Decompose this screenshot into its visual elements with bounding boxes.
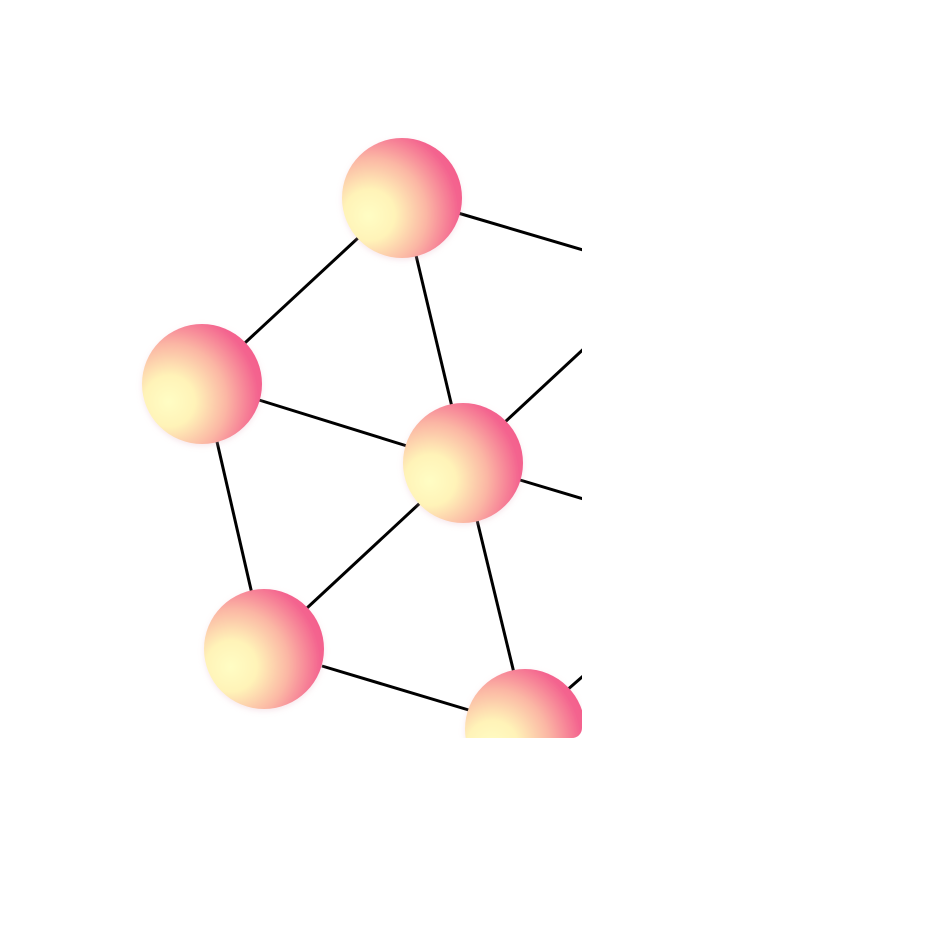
edge-top-left bbox=[231, 236, 360, 356]
node-bottom-left bbox=[204, 589, 324, 709]
nodes bbox=[142, 138, 582, 738]
edge-center-offscreen-upper bbox=[503, 341, 582, 424]
edge-top-offscreen bbox=[457, 211, 582, 254]
node-center bbox=[403, 403, 523, 523]
edge-top-center bbox=[408, 229, 454, 408]
edge-center-bottomleft bbox=[291, 501, 422, 623]
node-top bbox=[342, 138, 462, 258]
edge-left-bottomleft bbox=[210, 419, 254, 595]
edge-center-offscreen-right bbox=[519, 478, 582, 503]
edge-left-center bbox=[258, 398, 408, 448]
node-bottom-right bbox=[465, 669, 582, 738]
node-left bbox=[142, 324, 262, 444]
edge-bottomleft-bottomright bbox=[321, 664, 493, 719]
edge-center-bottomright bbox=[475, 519, 516, 674]
